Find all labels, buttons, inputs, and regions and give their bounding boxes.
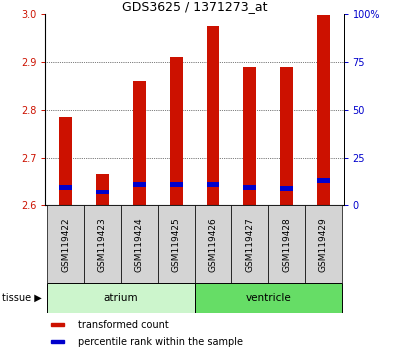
Title: GDS3625 / 1371273_at: GDS3625 / 1371273_at: [122, 0, 267, 13]
Bar: [231, 205, 268, 283]
Bar: [207, 26, 219, 205]
Text: atrium: atrium: [103, 293, 138, 303]
Bar: [47, 205, 84, 283]
Bar: [268, 205, 305, 283]
Text: GSM119426: GSM119426: [209, 217, 217, 272]
Bar: [170, 182, 182, 187]
Text: GSM119423: GSM119423: [98, 217, 107, 272]
Text: tissue ▶: tissue ▶: [2, 293, 42, 303]
Bar: [59, 185, 72, 189]
Bar: [51, 340, 64, 343]
Bar: [47, 283, 194, 313]
Bar: [280, 67, 293, 205]
Text: GSM119427: GSM119427: [245, 217, 254, 272]
Bar: [280, 186, 293, 191]
Text: transformed count: transformed count: [78, 320, 169, 330]
Bar: [305, 205, 342, 283]
Bar: [194, 283, 342, 313]
Bar: [158, 205, 194, 283]
Bar: [194, 205, 231, 283]
Text: GSM119428: GSM119428: [282, 217, 291, 272]
Bar: [96, 174, 109, 205]
Bar: [96, 189, 109, 194]
Bar: [121, 205, 158, 283]
Bar: [243, 67, 256, 205]
Text: GSM119429: GSM119429: [319, 217, 328, 272]
Bar: [317, 15, 330, 205]
Text: GSM119425: GSM119425: [172, 217, 181, 272]
Bar: [243, 185, 256, 189]
Text: percentile rank within the sample: percentile rank within the sample: [78, 337, 243, 347]
Bar: [84, 205, 121, 283]
Bar: [170, 57, 182, 205]
Bar: [133, 81, 146, 205]
Bar: [51, 323, 64, 326]
Text: ventricle: ventricle: [245, 293, 291, 303]
Text: GSM119424: GSM119424: [135, 217, 144, 272]
Bar: [207, 182, 219, 187]
Bar: [133, 182, 146, 187]
Bar: [59, 117, 72, 205]
Bar: [317, 178, 330, 183]
Text: GSM119422: GSM119422: [61, 217, 70, 272]
